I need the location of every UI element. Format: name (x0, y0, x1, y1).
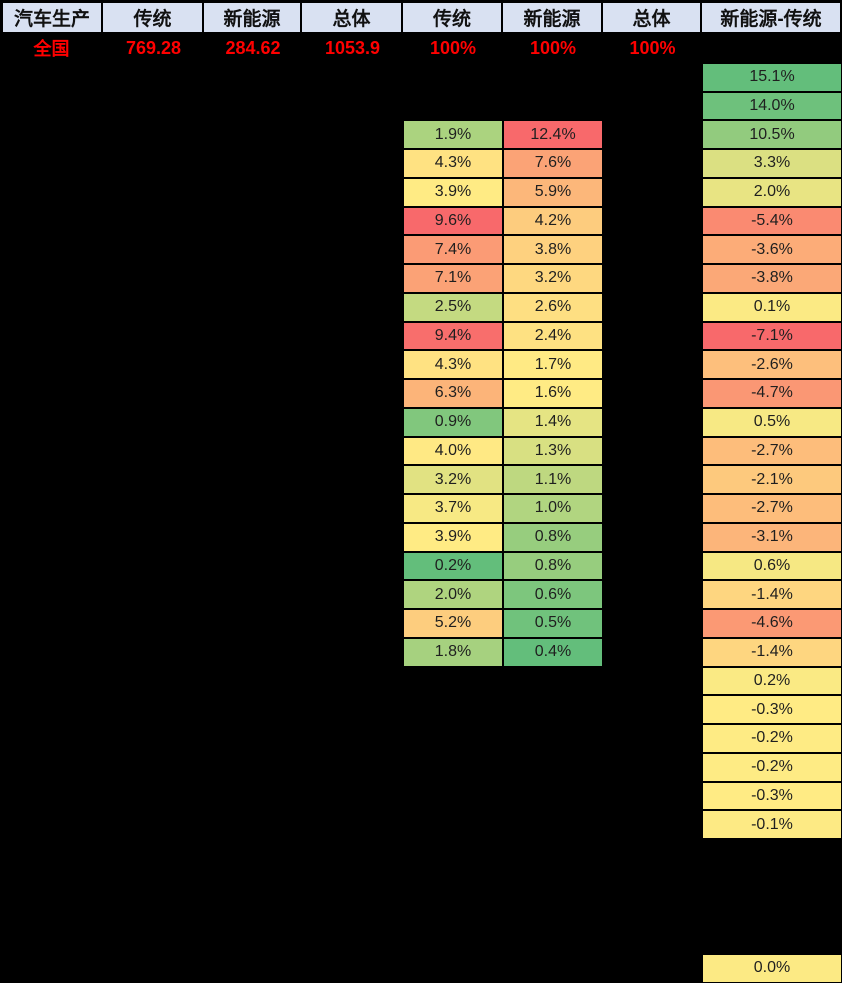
header-cell-nev-share[interactable]: 新能源 (503, 0, 603, 34)
diff-nev-trad-cell[interactable]: -2.7% (702, 436, 842, 466)
share-nev-cell[interactable]: 4.2% (503, 206, 603, 236)
share-trad-cell[interactable]: 7.4% (403, 235, 503, 264)
share-trad-cell[interactable]: 3.9% (403, 177, 503, 207)
diff-nev-trad-cell[interactable]: -4.7% (702, 379, 842, 408)
national-trad-units[interactable]: 769.28 (125, 37, 182, 58)
diff-nev-trad-cell[interactable]: -2.6% (702, 350, 842, 379)
share-nev-cell[interactable]: 2.4% (503, 321, 603, 351)
header-cell-total-share[interactable]: 总体 (603, 0, 702, 34)
diff-nev-trad-cell[interactable]: -0.2% (702, 724, 842, 753)
national-total-share[interactable]: 100% (629, 37, 676, 58)
share-nev-cell[interactable]: 0.8% (503, 551, 603, 581)
share-trad-cell[interactable]: 4.3% (403, 149, 503, 178)
share-nev-cell[interactable]: 1.6% (503, 379, 603, 408)
diff-nev-trad-cell[interactable]: 0.5% (702, 407, 842, 437)
share-trad-cell[interactable]: 4.0% (403, 436, 503, 466)
share-trad-cell[interactable]: 1.9% (403, 120, 503, 149)
diff-nev-trad-cell[interactable]: 10.5% (702, 120, 842, 149)
share-trad-cell[interactable]: 5.2% (403, 609, 503, 638)
share-nev-cell[interactable]: 1.1% (503, 465, 603, 494)
share-nev-cell[interactable]: 0.8% (503, 522, 603, 552)
diff-nev-trad-cell[interactable]: -3.1% (702, 522, 842, 552)
header-cell-title[interactable]: 汽车生产 (0, 0, 103, 34)
diff-nev-trad-cell[interactable]: -0.1% (702, 810, 842, 839)
national-nev-units[interactable]: 284.62 (225, 37, 281, 58)
diff-nev-trad-cell[interactable]: -7.1% (702, 321, 842, 351)
diff-nev-trad-cell[interactable]: -0.2% (702, 752, 842, 782)
share-nev-cell[interactable]: 3.8% (503, 235, 603, 264)
share-nev-cell[interactable]: 1.4% (503, 407, 603, 437)
share-nev-cell[interactable]: 5.9% (503, 177, 603, 207)
diff-nev-trad-cell[interactable]: -2.7% (702, 494, 842, 523)
header-cell-trad-units[interactable]: 传统 (103, 0, 204, 34)
share-nev-cell[interactable]: 1.7% (503, 350, 603, 379)
header-cell-total-units[interactable]: 总体 (302, 0, 403, 34)
diff-nev-trad-cell[interactable]: -2.1% (702, 465, 842, 494)
share-nev-cell[interactable]: 0.6% (503, 580, 603, 609)
diff-nev-trad-cell[interactable]: 0.2% (702, 666, 842, 696)
diff-nev-trad-cell[interactable]: 0.0% (702, 954, 842, 983)
share-nev-cell[interactable]: 0.5% (503, 609, 603, 638)
share-trad-cell[interactable]: 3.7% (403, 494, 503, 523)
share-trad-cell[interactable]: 2.5% (403, 292, 503, 322)
national-total-units[interactable]: 1053.9 (324, 37, 381, 58)
national-trad-share[interactable]: 100% (429, 37, 477, 58)
diff-nev-trad-cell[interactable]: 2.0% (702, 177, 842, 207)
share-trad-cell[interactable]: 3.9% (403, 522, 503, 552)
diff-nev-trad-cell[interactable]: -0.3% (702, 695, 842, 724)
diff-nev-trad-cell[interactable]: 14.0% (702, 91, 842, 121)
share-nev-cell[interactable]: 1.0% (503, 494, 603, 523)
share-trad-cell[interactable]: 6.3% (403, 379, 503, 408)
diff-nev-trad-cell[interactable]: -1.4% (702, 580, 842, 609)
share-nev-cell[interactable]: 0.4% (503, 637, 603, 667)
share-trad-cell[interactable]: 4.3% (403, 350, 503, 379)
share-nev-cell[interactable]: 12.4% (503, 120, 603, 149)
diff-nev-trad-cell[interactable]: 0.6% (702, 551, 842, 581)
share-trad-cell[interactable]: 1.8% (403, 637, 503, 667)
diff-nev-trad-cell[interactable]: 0.1% (702, 292, 842, 322)
diff-nev-trad-cell[interactable]: -1.4% (702, 637, 842, 667)
share-trad-cell[interactable]: 0.9% (403, 407, 503, 437)
share-trad-cell[interactable]: 0.2% (403, 551, 503, 581)
header-cell-nev-units[interactable]: 新能源 (204, 0, 302, 34)
header-cell-nev-minus-trad[interactable]: 新能源-传统 (702, 0, 842, 34)
share-trad-cell[interactable]: 2.0% (403, 580, 503, 609)
share-nev-cell[interactable]: 1.3% (503, 436, 603, 466)
header-cell-trad-share[interactable]: 传统 (403, 0, 503, 34)
share-trad-cell[interactable]: 3.2% (403, 465, 503, 494)
diff-nev-trad-cell[interactable]: -4.6% (702, 609, 842, 638)
diff-nev-trad-cell[interactable]: -5.4% (702, 206, 842, 236)
diff-nev-trad-cell[interactable]: 3.3% (702, 149, 842, 178)
share-trad-cell[interactable]: 7.1% (403, 264, 503, 293)
diff-nev-trad-cell[interactable]: -3.8% (702, 264, 842, 293)
national-row-label[interactable]: 全国 (33, 39, 70, 60)
share-nev-cell[interactable]: 3.2% (503, 264, 603, 293)
share-nev-cell[interactable]: 7.6% (503, 149, 603, 178)
share-nev-cell[interactable]: 2.6% (503, 292, 603, 322)
diff-nev-trad-cell[interactable]: 15.1% (702, 62, 842, 92)
national-nev-share[interactable]: 100% (529, 37, 577, 58)
diff-nev-trad-cell[interactable]: -0.3% (702, 781, 842, 811)
share-trad-cell[interactable]: 9.6% (403, 206, 503, 236)
share-trad-cell[interactable]: 9.4% (403, 321, 503, 351)
diff-nev-trad-cell[interactable]: -3.6% (702, 235, 842, 264)
